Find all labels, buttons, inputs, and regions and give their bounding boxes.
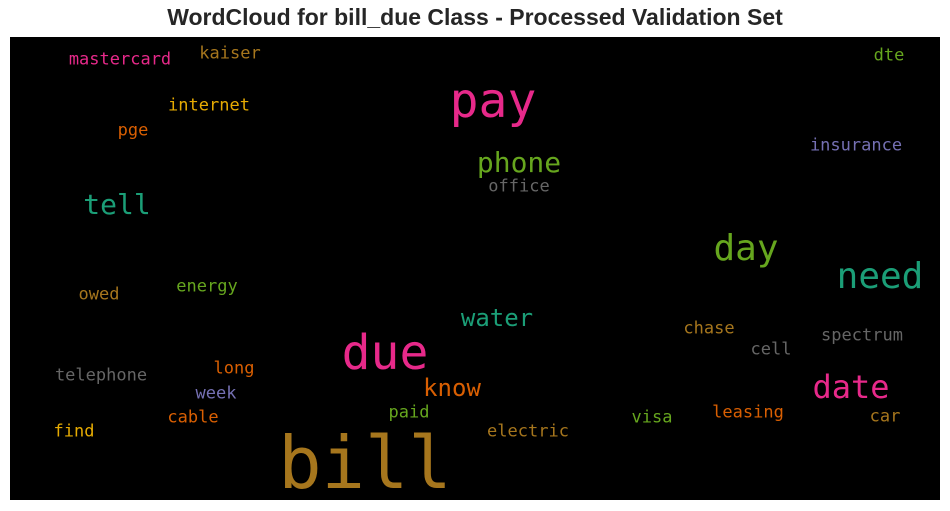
word-office: office: [488, 176, 550, 197]
word-kaiser: kaiser: [199, 43, 261, 64]
word-pay: pay: [449, 73, 537, 129]
word-leasing: leasing: [712, 402, 784, 423]
word-find: find: [53, 421, 95, 442]
word-long: long: [213, 358, 255, 379]
word-day: day: [713, 228, 779, 269]
word-energy: energy: [176, 276, 238, 297]
word-car: car: [869, 406, 901, 427]
word-mastercard: mastercard: [68, 49, 172, 70]
word-internet: internet: [168, 95, 250, 116]
word-date: date: [812, 368, 890, 406]
word-insurance: insurance: [809, 135, 903, 156]
word-cell: cell: [750, 339, 792, 360]
word-bill: bill: [278, 421, 452, 505]
word-pge: pge: [117, 120, 149, 141]
word-owed: owed: [78, 284, 120, 305]
word-paid: paid: [388, 402, 430, 423]
word-water: water: [460, 304, 534, 332]
word-know: know: [423, 374, 481, 402]
word-need: need: [836, 256, 924, 297]
chart-title: WordCloud for bill_due Class - Processed…: [167, 4, 783, 30]
word-spectrum: spectrum: [821, 325, 903, 346]
word-cable: cable: [167, 407, 219, 428]
word-due: due: [341, 325, 429, 381]
word-visa: visa: [631, 407, 673, 428]
word-dte: dte: [873, 45, 905, 66]
word-chase: chase: [683, 318, 735, 339]
wordcloud-canvas: bill pay due need day date phone tell water know i…: [10, 37, 940, 500]
word-telephone: telephone: [54, 365, 148, 386]
word-phone: phone: [476, 146, 562, 179]
word-electric: electric: [487, 421, 569, 442]
word-tell: tell: [83, 188, 151, 221]
word-week: week: [195, 383, 237, 404]
